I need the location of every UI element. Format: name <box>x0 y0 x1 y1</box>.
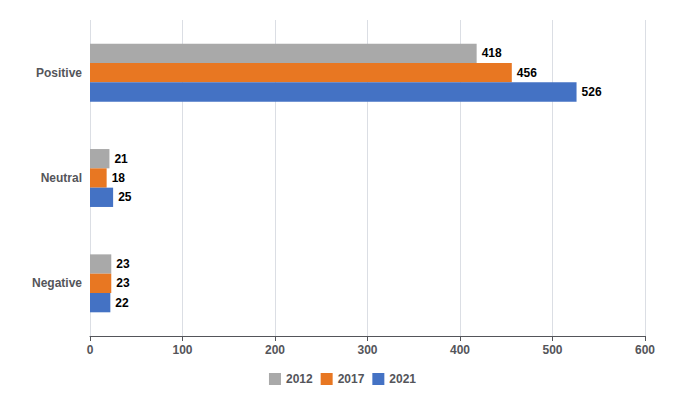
svg-text:Negative: Negative <box>32 276 82 290</box>
svg-text:300: 300 <box>357 343 377 357</box>
svg-text:23: 23 <box>116 276 130 290</box>
svg-text:418: 418 <box>482 46 502 60</box>
svg-text:25: 25 <box>118 190 132 204</box>
svg-text:Neutral: Neutral <box>41 171 82 185</box>
svg-text:2012: 2012 <box>286 372 313 386</box>
svg-text:500: 500 <box>542 343 562 357</box>
svg-text:Positive: Positive <box>36 66 82 80</box>
svg-text:400: 400 <box>450 343 470 357</box>
svg-text:100: 100 <box>172 343 192 357</box>
svg-text:526: 526 <box>582 85 602 99</box>
svg-text:600: 600 <box>635 343 655 357</box>
svg-text:2021: 2021 <box>389 372 416 386</box>
svg-text:23: 23 <box>116 257 130 271</box>
svg-text:2017: 2017 <box>338 372 365 386</box>
svg-text:18: 18 <box>112 171 126 185</box>
svg-text:21: 21 <box>114 152 128 166</box>
svg-text:200: 200 <box>265 343 285 357</box>
svg-text:456: 456 <box>517 66 537 80</box>
svg-text:22: 22 <box>115 296 129 310</box>
svg-text:0: 0 <box>87 343 94 357</box>
